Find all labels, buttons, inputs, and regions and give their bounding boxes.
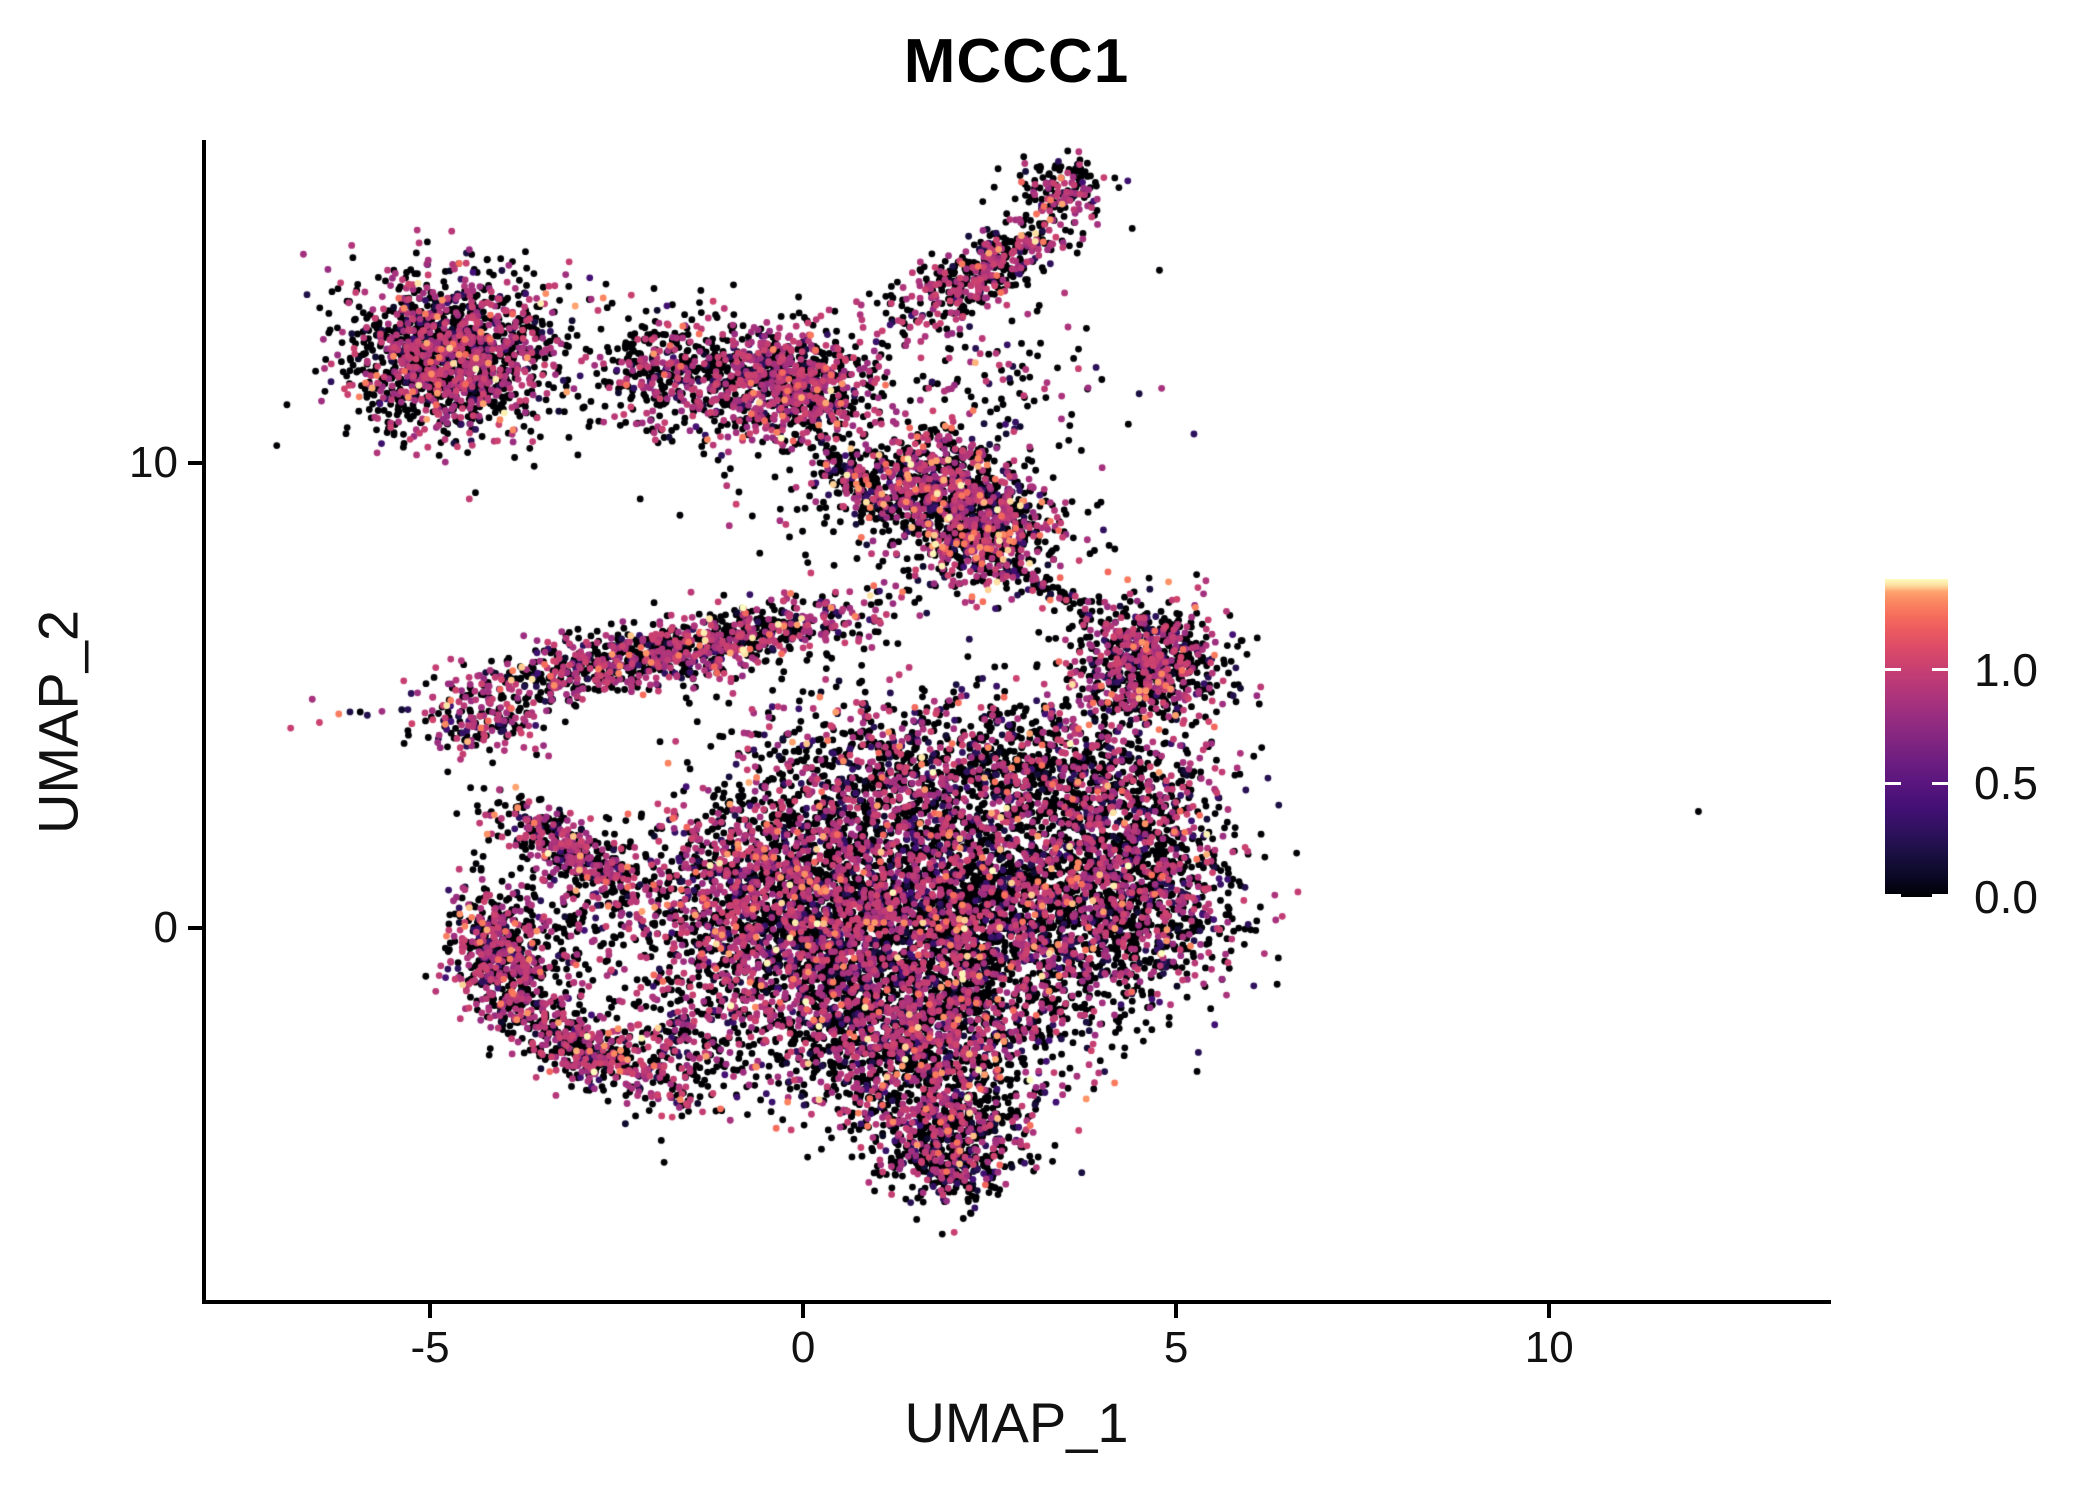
x-tick-mark <box>801 1304 806 1318</box>
y-tick-mark <box>188 460 202 465</box>
x-tick-label: 10 <box>1524 1323 1574 1372</box>
x-tick-mark <box>428 1304 433 1318</box>
x-tick-label: -5 <box>410 1323 450 1372</box>
y-tick-label: 10 <box>129 437 178 487</box>
y-tick-mark <box>188 925 202 930</box>
legend-colorbar <box>1885 579 1948 897</box>
legend-tick-mark <box>1932 668 1948 672</box>
legend-tick-label: 1.0 <box>1974 643 2038 696</box>
y-axis-line <box>202 140 206 1304</box>
plot-title: MCCC1 <box>903 27 1130 96</box>
x-tick-label: 0 <box>790 1323 816 1372</box>
legend-tick-mark <box>1932 894 1948 897</box>
x-tick-mark <box>1547 1304 1552 1318</box>
legend-tick-label: 0.5 <box>1974 757 2038 810</box>
legend-tick-mark <box>1885 668 1901 672</box>
y-axis-title: UMAP_2 <box>26 609 90 835</box>
x-axis-line <box>202 1300 1831 1304</box>
y-tick-label: 0 <box>153 902 178 952</box>
x-axis-title: UMAP_1 <box>904 1391 1129 1454</box>
x-tick-mark <box>1174 1304 1179 1318</box>
legend-tick-label: 0.0 <box>1974 871 2038 923</box>
legend-tick-mark <box>1885 781 1901 785</box>
legend-tick-mark <box>1932 781 1948 785</box>
legend-tick-mark <box>1885 894 1901 897</box>
x-tick-label: 5 <box>1163 1323 1189 1372</box>
